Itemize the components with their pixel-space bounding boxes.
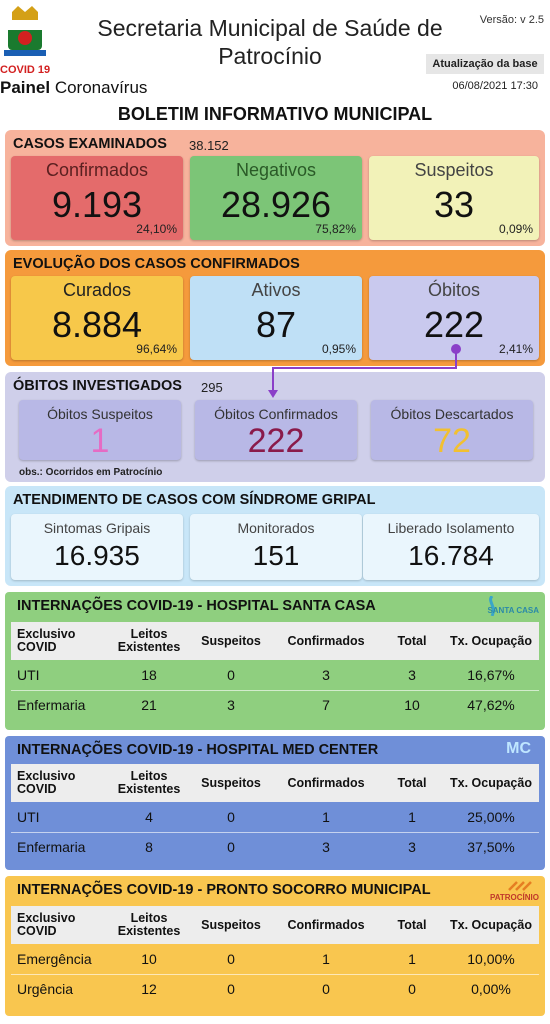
panel-title: CASOS EXAMINADOS [13,136,167,152]
sindrome-gripal-panel: ATENDIMENTO DE CASOS COM SÍNDROME GRIPAL… [5,486,545,586]
table-row: UTI 18 0 3 3 16,67% [11,660,539,691]
santa-casa-table: Exclusivo COVID Leitos Existentes Suspei… [11,622,539,720]
covid-tag: COVID 19 [0,64,51,76]
panel-title: ÓBITOS INVESTIGADOS [13,378,182,394]
card-negativos[interactable]: Negativos 28.926 75,82% [190,156,362,240]
hospital-santa-casa-panel: INTERNAÇÕES COVID-19 - HOSPITAL SANTA CA… [5,592,545,730]
evolucao-panel: EVOLUÇÃO DOS CASOS CONFIRMADOS Curados 8… [5,250,545,366]
table-row: Emergência 10 0 1 1 10,00% [11,944,539,975]
card-obitos-descartados[interactable]: Óbitos Descartados 72 [371,400,533,460]
pronto-socorro-panel: INTERNAÇÕES COVID-19 - PRONTO SOCORRO MU… [5,876,545,1016]
patrocinio-logo-icon: PATROCÍNIO [469,880,539,902]
med-center-table: Exclusivo COVID Leitos Existentes Suspei… [11,764,539,862]
obitos-investigados-panel: ÓBITOS INVESTIGADOS 295 Óbitos Suspeitos… [5,372,545,482]
table-header-row: Exclusivo COVID Leitos Existentes Suspei… [11,906,539,944]
panel-title: EVOLUÇÃO DOS CASOS CONFIRMADOS [13,256,300,272]
card-monitorados[interactable]: Monitorados 151 [190,514,362,580]
santa-casa-logo-icon: SANTA CASA [483,596,539,618]
table-row: UTI 4 0 1 1 25,00% [11,802,539,833]
table-row: Urgência 12 0 0 0 0,00% [17,981,511,998]
panel-title: INTERNAÇÕES COVID-19 - PRONTO SOCORRO MU… [17,882,431,898]
table-header-row: Exclusivo COVID Leitos Existentes Suspei… [11,622,539,660]
card-suspeitos[interactable]: Suspeitos 33 0,09% [369,156,539,240]
header: COVID 19 Painel Coronavírus Secretaria M… [0,0,550,100]
painel-label: Painel Coronavírus [0,78,148,97]
card-obitos[interactable]: Óbitos 222 2,41% [369,276,539,360]
bulletin-title: BOLETIM INFORMATIVO MUNICIPAL [117,104,433,124]
table-row: Enfermaria 21 3 7 10 47,62% [17,697,515,714]
update-date: 06/08/2021 17:30 [452,80,538,92]
panel-count: 295 [201,380,223,395]
table-header-row: Exclusivo COVID Leitos Existentes Suspei… [11,764,539,802]
card-ativos[interactable]: Ativos 87 0,95% [190,276,362,360]
update-label: Atualização da base [426,54,544,74]
panel-title: ATENDIMENTO DE CASOS COM SÍNDROME GRIPAL [13,492,376,508]
table-row: Enfermaria 8 0 3 3 37,50% [17,839,515,856]
pronto-socorro-table: Exclusivo COVID Leitos Existentes Suspei… [11,906,539,1004]
version-label: Versão: v 2.5 [479,14,544,26]
card-sintomas-gripais[interactable]: Sintomas Gripais 16.935 [11,514,183,580]
card-confirmados[interactable]: Confirmados 9.193 24,10% [11,156,183,240]
page-title: Secretaria Municipal de Saúde de Patrocí… [97,15,443,69]
casos-examinados-panel: CASOS EXAMINADOS 38.152 Confirmados 9.19… [5,130,545,246]
card-liberado-isolamento[interactable]: Liberado Isolamento 16.784 [363,514,539,580]
med-center-logo-icon: MC [506,740,531,757]
panel-title: INTERNAÇÕES COVID-19 - HOSPITAL MED CENT… [17,742,379,758]
obs-note: obs.: Ocorridos em Patrocínio [19,467,163,478]
card-obitos-suspeitos[interactable]: Óbitos Suspeitos 1 [19,400,181,460]
panel-title: INTERNAÇÕES COVID-19 - HOSPITAL SANTA CA… [17,598,376,614]
panel-count: 38.152 [189,138,229,153]
card-obitos-confirmados[interactable]: Óbitos Confirmados 222 [195,400,357,460]
hospital-med-center-panel: INTERNAÇÕES COVID-19 - HOSPITAL MED CENT… [5,736,545,870]
card-curados[interactable]: Curados 8.884 96,64% [11,276,183,360]
city-coat-of-arms-icon [4,6,46,56]
